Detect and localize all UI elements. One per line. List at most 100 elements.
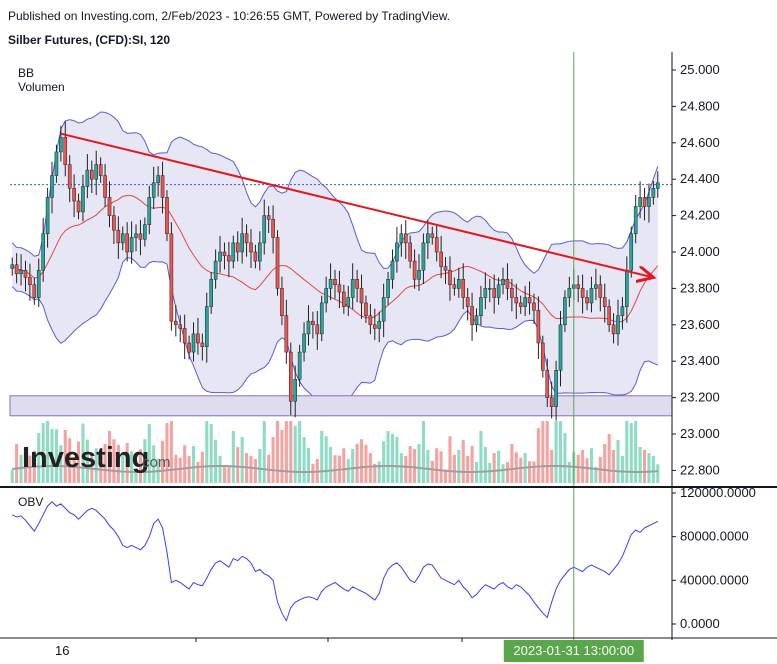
candle (10, 257, 15, 276)
candle-body (381, 297, 386, 322)
candle (602, 283, 607, 323)
candle-body (324, 288, 328, 304)
candle-body (129, 237, 134, 253)
candle-body (45, 197, 50, 235)
price-tick-label: 24.200 (680, 208, 720, 223)
candle (496, 277, 501, 305)
candle-body (85, 169, 90, 187)
candle (443, 257, 448, 285)
candle (218, 235, 222, 273)
volume-bar (218, 456, 222, 483)
volume-bar (461, 440, 465, 483)
volume-bar (466, 456, 470, 483)
volume-bar (457, 450, 461, 483)
candle-body (611, 324, 616, 335)
price-tick-label: 25.000 (680, 62, 720, 77)
volume-bar (426, 450, 430, 483)
candle-body (125, 233, 129, 253)
volume-bar (558, 421, 563, 483)
candle (594, 268, 598, 301)
volume-bar (112, 439, 116, 483)
candle-body (457, 279, 461, 289)
volume-bar (253, 459, 257, 483)
candle-body (620, 306, 625, 316)
candle-body (594, 284, 598, 289)
candle (213, 249, 218, 289)
volume-bar (329, 447, 333, 483)
volume-bar (364, 444, 368, 483)
candle-body (319, 302, 324, 335)
candle (72, 174, 76, 218)
candle-body (67, 164, 72, 189)
candle (178, 315, 183, 343)
volume-bar (147, 424, 151, 483)
x-tick-label: 16 (55, 643, 69, 658)
bb-upper-line (11, 111, 659, 275)
candle-body (386, 279, 390, 298)
candle (28, 263, 32, 301)
volume-bar (284, 421, 288, 483)
candle (107, 181, 112, 228)
candle (302, 322, 306, 362)
candle (434, 225, 439, 262)
candle (293, 365, 298, 418)
support-zone (9, 395, 673, 417)
candle (23, 260, 28, 292)
volume-bar (373, 463, 377, 483)
candle-body (147, 197, 152, 225)
volume-bar (421, 421, 425, 483)
candle-body (567, 288, 572, 298)
price-tick-label: 23.600 (680, 317, 720, 332)
volume-bar (15, 444, 19, 483)
candle (324, 276, 328, 313)
candle-body (505, 279, 510, 289)
candle (474, 308, 479, 333)
candle-body (81, 186, 85, 213)
candle (266, 206, 271, 234)
candle-body (518, 302, 523, 307)
volume-bar (311, 463, 315, 483)
candle (439, 235, 443, 279)
candle (633, 194, 638, 244)
volume-bar (289, 421, 293, 483)
price-tick-label: 23.200 (680, 390, 720, 405)
volume-bar (161, 440, 165, 483)
candle (253, 244, 258, 269)
volume-bar (483, 447, 487, 483)
volume-bar (138, 449, 142, 483)
price-tick-label: 23.400 (680, 353, 720, 368)
volume-bar (563, 433, 567, 483)
candle-body (558, 324, 563, 371)
volume-bar (607, 434, 611, 483)
candle-body (204, 306, 209, 347)
candle-body (403, 233, 408, 244)
candle (280, 276, 284, 326)
candle (129, 221, 134, 264)
candle-body (487, 288, 492, 290)
candle-body (275, 237, 280, 289)
volume-bar (386, 431, 390, 483)
volume-bar (351, 449, 355, 483)
candle-body (10, 264, 15, 269)
candle-body (350, 279, 355, 298)
candle (19, 254, 23, 286)
volume-bar (346, 459, 350, 483)
volume-bar (342, 448, 346, 483)
candle-body (76, 200, 81, 213)
candle-body (585, 297, 589, 304)
volume-bar (249, 456, 253, 483)
candle-body (527, 297, 532, 304)
volume-bar (528, 461, 532, 483)
volume-bar (417, 444, 421, 483)
candle (355, 269, 359, 303)
candle (412, 249, 417, 289)
candle (76, 193, 81, 220)
cursor-label: 2023-01-31 13:00:00 (513, 643, 634, 658)
candle-body (138, 233, 143, 240)
candle-body (616, 315, 620, 335)
candle-body (633, 206, 638, 235)
volume-bar (612, 450, 616, 483)
candle-body (306, 320, 311, 335)
volume-bar (324, 436, 328, 483)
